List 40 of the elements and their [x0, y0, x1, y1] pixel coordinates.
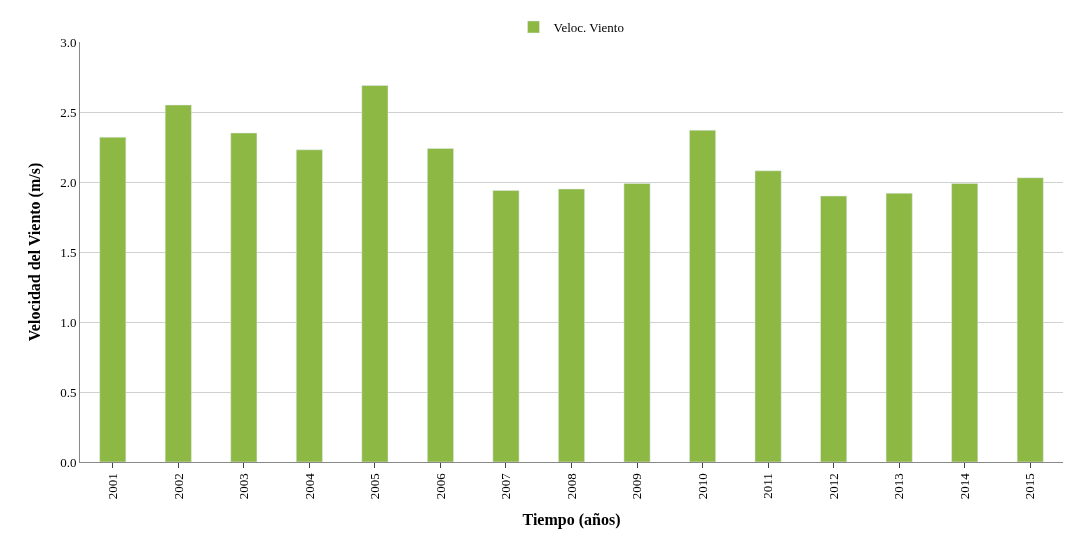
legend-label: Veloc. Viento	[553, 20, 624, 36]
x-tick-label: 2002	[170, 473, 186, 500]
bar	[885, 192, 913, 462]
x-tick-label: 2013	[891, 473, 907, 500]
x-tick-label: 2006	[432, 472, 448, 500]
bar	[623, 183, 651, 462]
bar	[230, 132, 258, 462]
y-tick-label: 0.5	[60, 384, 77, 400]
bar	[99, 136, 127, 462]
y-tick-label: 1.5	[60, 244, 77, 260]
x-tick-label: 2014	[956, 472, 972, 500]
y-tick-label: 1.0	[60, 314, 77, 330]
bar	[164, 104, 192, 462]
bar	[558, 188, 585, 462]
x-tick-label: 2001	[104, 473, 120, 500]
y-axis-title: Velocidad del Viento (m/s)	[26, 162, 45, 342]
y-tick-label: 0.0	[60, 454, 77, 470]
x-tick-label: 2003	[236, 473, 252, 500]
bar	[361, 85, 389, 462]
bar	[820, 195, 847, 462]
bar	[951, 183, 979, 462]
x-tick-label: 2015	[1022, 473, 1038, 500]
x-tick-label: 2005	[367, 473, 383, 500]
x-tick-label: 2012	[825, 473, 841, 500]
x-tick-label: 2011	[760, 473, 776, 499]
x-tick-label: 2004	[301, 472, 317, 500]
bar	[427, 148, 454, 462]
x-tick-label: 2008	[563, 473, 579, 500]
x-tick-label: 2010	[694, 473, 710, 500]
bar	[492, 190, 520, 462]
y-tick-label: 3.0	[60, 34, 77, 50]
y-tick-label: 2.5	[60, 104, 77, 120]
bar	[296, 149, 323, 462]
x-tick-label: 2009	[629, 473, 645, 500]
bar	[1016, 177, 1044, 462]
x-axis-title: Tiempo (años)	[522, 510, 621, 529]
bar	[754, 170, 782, 462]
x-tick-label: 2007	[498, 472, 514, 500]
y-tick-label: 2.0	[60, 174, 77, 190]
bar	[689, 129, 716, 462]
